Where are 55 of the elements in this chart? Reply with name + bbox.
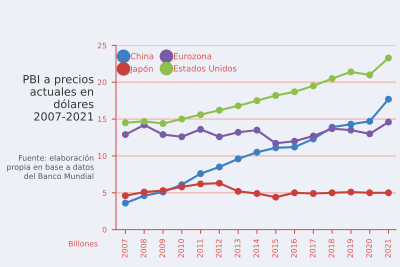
point: [366, 130, 374, 138]
point: [366, 189, 374, 196]
point: [253, 190, 260, 197]
point: [160, 131, 166, 138]
point: [216, 164, 223, 170]
point: [122, 192, 129, 200]
legend-label: Japón: [130, 65, 153, 74]
point: [347, 126, 354, 134]
point: [385, 189, 392, 196]
point: [328, 75, 336, 82]
point: [197, 111, 204, 118]
point: [253, 148, 260, 156]
point: [234, 128, 242, 136]
point: [178, 116, 186, 123]
point: [178, 133, 186, 140]
text: PBI a precios actuales en dólares 2007-2021: [24, 74, 94, 121]
point: [234, 102, 242, 110]
point: [216, 133, 223, 140]
point: [366, 71, 374, 78]
point: [197, 180, 204, 188]
point: [347, 120, 354, 128]
legend-label: Estados Unidos: [174, 65, 237, 72]
point: [216, 180, 223, 187]
legend-label: Eurozona: [174, 53, 212, 60]
point: [291, 189, 298, 196]
point: [385, 96, 392, 103]
point: [197, 170, 204, 178]
point: [272, 194, 280, 201]
point: [291, 88, 298, 96]
point: [197, 126, 204, 133]
point: [272, 92, 280, 99]
point: [216, 106, 223, 114]
point: [140, 188, 148, 196]
point: [253, 97, 260, 104]
point: [140, 118, 148, 125]
point: [385, 54, 392, 62]
point: [366, 118, 374, 125]
point: [310, 190, 317, 197]
point: [122, 200, 129, 207]
point: [234, 155, 242, 162]
point: [234, 188, 242, 195]
point: [310, 132, 317, 140]
point: [347, 68, 354, 76]
point: [253, 126, 260, 134]
point: [291, 138, 298, 145]
point: [328, 189, 336, 196]
point: [291, 144, 298, 151]
point: [122, 131, 129, 138]
point: [347, 188, 354, 196]
legend-label: China: [130, 52, 154, 60]
point: [310, 82, 317, 90]
point: [160, 120, 166, 127]
point: [272, 140, 280, 147]
point: [122, 119, 129, 126]
point: [385, 118, 392, 126]
